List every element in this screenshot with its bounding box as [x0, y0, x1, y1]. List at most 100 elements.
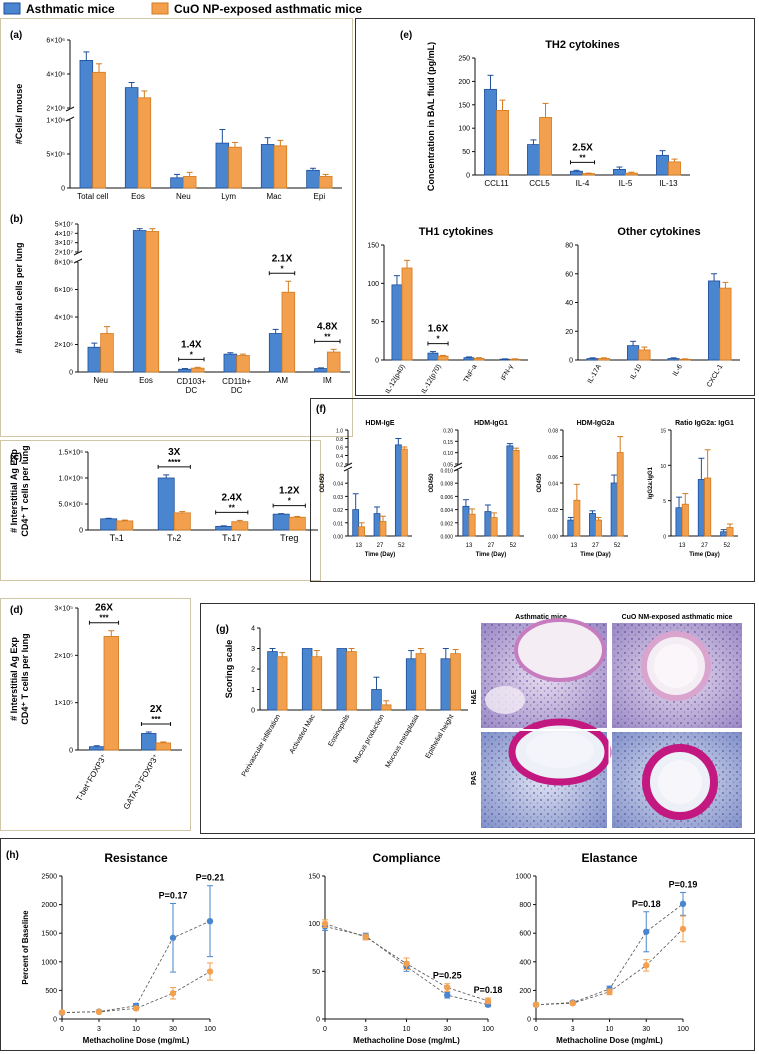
- bar-e3-cuo-2: [678, 358, 691, 361]
- axis-f1-ytick-label: 0.6: [336, 446, 343, 452]
- chart-a: 0 5×10⁵ 1×10⁶ 2×10⁶ 4×10⁶ 6×10⁶ #Cells/ mouse T…: [14, 38, 342, 201]
- frame-h: [0, 838, 755, 1051]
- histology-images: Asthmatic mice CuO NM-exposed asthmatic …: [471, 614, 742, 828]
- chart-title-h3: Elastance: [581, 851, 637, 865]
- chart-title-f4: Ratio IgG2a: IgG1: [675, 420, 734, 427]
- sig-stars-b: **: [324, 332, 331, 341]
- bar-e1-cuo-0: [496, 110, 509, 176]
- fold-change-c: 2.4X: [221, 492, 242, 503]
- bar-a-asthmatic-0: [79, 60, 94, 189]
- axis-b-ytick-label: 5×10⁷: [55, 222, 74, 229]
- sig-stars-c: **: [229, 503, 236, 512]
- axis-g-ytick-label: 2: [251, 667, 255, 674]
- bar-f2-asthmatic-2: [506, 445, 514, 537]
- bar-a-asthmatic-2: [170, 177, 184, 189]
- x-tick-label-h2: 30: [443, 1026, 451, 1033]
- axis-g-ytick-label: 0: [251, 708, 255, 715]
- x-axis-label-f1: Time (Day): [365, 552, 396, 558]
- sig-stars-b: *: [280, 264, 284, 273]
- x-tick-label-e1: IL-5: [619, 179, 633, 188]
- bar-f3-asthmatic-2: [610, 482, 618, 537]
- sig-stars-e1: **: [579, 153, 586, 162]
- axis-break-mark: [343, 466, 353, 472]
- y-axis-label-g: Scoring scale: [224, 640, 234, 699]
- y-axis-label-d: # Interstitial Ag ExpCD4⁺ T cells per lu…: [9, 633, 30, 724]
- x-tick-label-h1: 0: [60, 1026, 64, 1033]
- bar-d-asthmatic-1: [141, 733, 157, 751]
- x-tick-label-e1: CCL11: [484, 179, 509, 188]
- bar-e3-asthmatic-0: [586, 358, 599, 361]
- bar-f2-cuo-0: [468, 513, 476, 537]
- fold-change-c: 1.2X: [279, 486, 300, 497]
- histology-row-he: H&E: [471, 689, 478, 704]
- x-tick-label-h3: 0: [534, 1026, 538, 1033]
- axis-g-ytick-label: 4: [251, 626, 255, 633]
- bar-a-asthmatic-1: [124, 87, 139, 189]
- axis-a-ytick-label: 2×10⁶: [46, 106, 65, 113]
- x-tick-label-g: Mucus production: [352, 713, 386, 764]
- axis-h3-ytick-label: 600: [519, 931, 531, 938]
- x-tick-label-e1: IL-4: [576, 179, 590, 188]
- x-tick-label-h3: 10: [606, 1026, 614, 1033]
- y-axis-label-line: IgG2a:IgG1: [648, 466, 654, 499]
- frame-e: [355, 18, 755, 396]
- bar-e1-cuo-4: [668, 161, 681, 176]
- axis-f2-ytick-label: 0.15: [443, 440, 453, 446]
- axis-break-mark: [343, 462, 353, 468]
- x-tick-label-b: CD103+: [177, 377, 207, 386]
- axis-b-ytick-label: 8×10⁶: [54, 260, 73, 267]
- axis-h2-ytick-label: 150: [308, 874, 320, 881]
- point-h3-cuo-0: [532, 1001, 540, 1008]
- y-axis-label-e1: Concentration in BAL fluid (pg/mL): [426, 42, 436, 191]
- axis-b-ytick-label: 2×10⁶: [54, 342, 73, 349]
- sig-stars-e2: *: [436, 335, 440, 344]
- bar-e1-asthmatic-2: [570, 170, 583, 176]
- bar-f4-cuo-1: [704, 477, 712, 537]
- x-axis-label-f4: Time (Day): [689, 552, 720, 558]
- axis-f1-ytick-label: 0.2: [336, 463, 343, 469]
- x-tick-label-h3: 100: [677, 1026, 689, 1033]
- bar-f3-asthmatic-0: [567, 519, 575, 537]
- histology-row-pas: PAS: [471, 771, 478, 785]
- chart-h-resistance: 0 500 1000 1500 2000 2500 Percent of Baseline 0…: [21, 851, 224, 1045]
- axis-break-mark: [73, 258, 83, 264]
- bar-e3-cuo-0: [597, 358, 610, 361]
- point-h3-cuo-1: [569, 1000, 576, 1007]
- axis-f1-ytick-label: 1.0: [336, 429, 343, 435]
- axis-f4-ytick-label: 15: [660, 429, 666, 435]
- point-h3-asthmatic-4: [679, 900, 687, 908]
- point-h1-asthmatic-3: [169, 934, 177, 941]
- bar-b-asthmatic-2: [178, 368, 192, 373]
- point-h3-cuo-4: [679, 925, 687, 933]
- axis-f4-ytick-label: 10: [660, 464, 666, 470]
- axis-e1-ytick-label: 250: [458, 56, 470, 63]
- bar-d-asthmatic-0: [89, 746, 105, 751]
- x-tick-label-f2: 13: [466, 543, 473, 549]
- bar-a-asthmatic-3: [215, 142, 230, 189]
- sig-stars-d: ***: [151, 715, 161, 724]
- point-h2-asthmatic-3: [444, 991, 451, 999]
- bar-g-cuo-0: [276, 656, 288, 711]
- bar-f3-cuo-0: [573, 499, 581, 537]
- axis-b-ytick-label: 0: [69, 370, 73, 377]
- histology-col-cuo: CuO NM-exposed asthmatic mice: [622, 614, 733, 621]
- x-tick-label-a: Total cell: [77, 192, 108, 201]
- frame-d: [0, 598, 191, 831]
- bar-f2-cuo-1: [490, 517, 498, 537]
- point-h1-cuo-1: [95, 1008, 103, 1016]
- bar-g-cuo-5: [450, 653, 461, 711]
- bar-g-asthmatic-0: [267, 651, 278, 711]
- axis-b-ytick-label: 4×10⁷: [55, 231, 74, 238]
- axis-e3-ytick-label: 80: [565, 243, 573, 250]
- axis-g-ytick-label: 1: [251, 687, 255, 694]
- axis-a-ytick-label: 4×10⁶: [46, 72, 65, 79]
- bar-a-cuo-2: [182, 176, 197, 189]
- bar-e3-asthmatic-1: [627, 345, 640, 361]
- sig-stars-c: ****: [168, 458, 181, 467]
- x-tick-label-h3: 3: [571, 1026, 575, 1033]
- fold-change-b: 4.8X: [317, 321, 338, 332]
- axis-f2-ytick-label: 0.006: [440, 495, 453, 501]
- panel-letter-e: (e): [400, 30, 412, 41]
- x-tick-label-e2: IL-12(p40): [385, 364, 407, 395]
